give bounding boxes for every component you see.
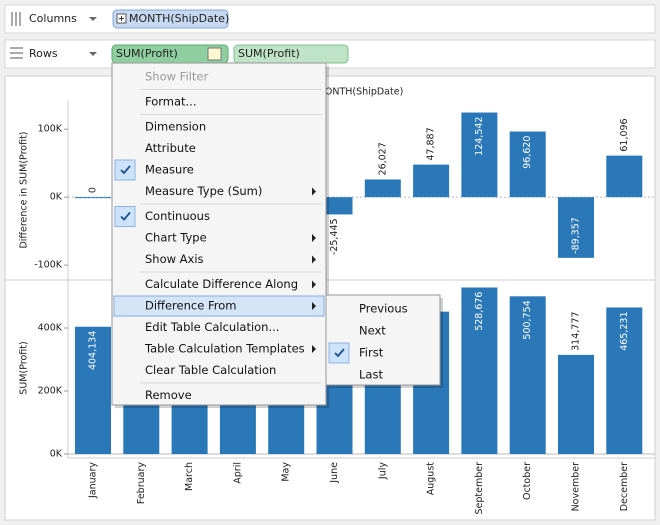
profit-pill-text: SUM(Profit) (238, 47, 300, 60)
check-box (328, 342, 350, 364)
submenu-arrow (312, 187, 316, 196)
submenu-arrow (312, 345, 316, 353)
x-tick-label: September (474, 462, 485, 515)
x-tick-label: June (329, 462, 340, 484)
bar (75, 197, 111, 199)
menu-item[interactable]: Format... (145, 95, 197, 109)
data-label: 528,676 (474, 292, 485, 331)
bar (509, 296, 546, 454)
data-label: 26,027 (377, 142, 388, 175)
bar (606, 307, 643, 454)
rows-label: Rows (29, 47, 58, 60)
menu-item[interactable]: Show Axis (145, 252, 204, 266)
bar (509, 131, 546, 198)
y-tick-label: 400K (38, 323, 63, 334)
bar (461, 112, 498, 198)
x-tick-label: November (571, 462, 582, 512)
menu-item[interactable]: Measure (145, 163, 194, 177)
data-label: 47,887 (426, 127, 437, 160)
menu-item[interactable]: Chart Type (145, 231, 207, 245)
menu-item[interactable]: Previous (359, 302, 408, 316)
x-tick-label: January (88, 462, 99, 499)
submenu-arrow (312, 234, 316, 242)
menu-highlight (113, 295, 325, 317)
submenu-arrow (312, 280, 316, 289)
data-label: 465,231 (619, 311, 630, 350)
x-tick-label: October (522, 462, 533, 500)
y-axis-label: Difference in SUM(Profit) (19, 131, 30, 248)
menu-item[interactable]: Table Calculation Templates (144, 342, 305, 356)
menu-item[interactable]: Next (359, 324, 386, 338)
profit-pill-text: SUM(Profit) (116, 47, 178, 60)
bar (558, 354, 594, 454)
context-menu: Show Filter Format... Dimension Attribute Me… (111, 62, 443, 408)
bar (558, 197, 594, 258)
menu-item[interactable]: Last (359, 368, 383, 382)
data-label: 61,096 (619, 118, 630, 151)
menu-item: Show Filter (145, 70, 208, 84)
x-tick-label: August (426, 462, 437, 496)
month-pill-text: MONTH(ShipDate) (129, 12, 229, 25)
menu-item[interactable]: Remove (145, 388, 192, 402)
check-box (114, 206, 136, 227)
data-label: -89,357 (571, 217, 582, 254)
submenu-panel (325, 294, 441, 386)
menu-item[interactable]: First (359, 346, 384, 360)
data-label: 314,777 (571, 312, 582, 351)
check-box (114, 159, 136, 181)
y-tick-label: 0K (50, 449, 63, 460)
y-tick-label: 200K (38, 386, 63, 397)
bar (606, 155, 643, 198)
table-calc-icon (207, 47, 222, 61)
column-header: MONTH(ShipDate) (317, 87, 404, 98)
data-label: -25,445 (329, 218, 340, 255)
bar (413, 164, 450, 198)
y-axis-label: SUM(Profit) (19, 341, 30, 394)
check-mark (334, 348, 345, 358)
submenu-arrow (312, 255, 316, 264)
month-pill[interactable] (112, 9, 229, 29)
data-label: 124,542 (474, 117, 485, 156)
menu-item[interactable]: Dimension (145, 120, 206, 134)
columns-shelf (4, 4, 656, 34)
y-tick-label: 100K (38, 124, 63, 135)
data-label: 96,620 (522, 136, 533, 169)
menu-item[interactable]: Attribute (145, 141, 196, 155)
x-tick-label: March (184, 462, 195, 491)
y-tick-label: 0K (50, 192, 63, 203)
y-tick-label: -100K (34, 260, 63, 271)
bar (461, 287, 498, 454)
check-mark (120, 211, 131, 221)
data-label: 404,134 (88, 331, 99, 370)
menu-item[interactable]: Edit Table Calculation... (145, 320, 279, 334)
data-label: 500,754 (522, 300, 533, 339)
submenu-arrow (312, 302, 316, 310)
menu-panel (111, 62, 327, 406)
x-tick-label: April (232, 462, 243, 484)
x-tick-label: December (619, 462, 630, 511)
menu-item[interactable]: Clear Table Calculation (145, 363, 276, 377)
menu-item[interactable]: Difference From (145, 299, 236, 313)
columns-label: Columns (29, 12, 77, 25)
x-tick-label: July (377, 462, 388, 480)
x-tick-label: May (281, 462, 292, 482)
bar (364, 179, 401, 198)
menu-item[interactable]: Continuous (145, 209, 210, 223)
bar (75, 326, 111, 454)
plus (119, 16, 124, 21)
menu-item[interactable]: Calculate Difference Along (145, 277, 298, 291)
x-tick-label: February (136, 462, 147, 504)
menu-item[interactable]: Measure Type (Sum) (145, 184, 262, 198)
check-mark (120, 165, 131, 175)
data-label: 0 (88, 187, 99, 193)
shelf-icons (10, 12, 97, 59)
